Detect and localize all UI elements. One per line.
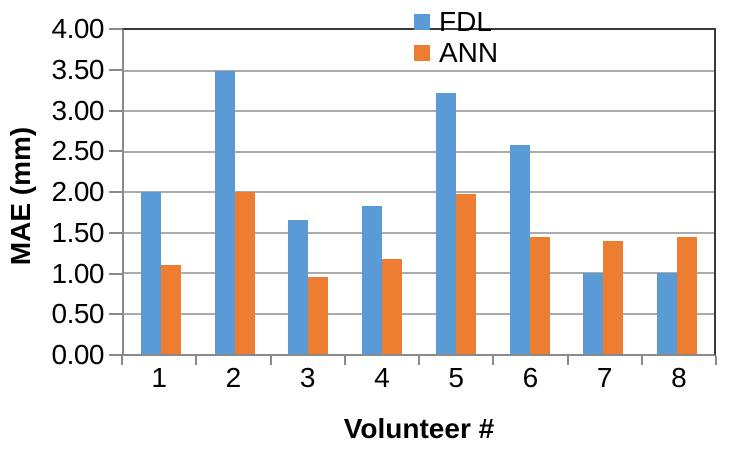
bar-ann-volunteer-7 — [603, 240, 624, 354]
category-group-8 — [640, 30, 714, 354]
legend-label-fdl: FDL — [439, 6, 492, 37]
y-tick-label-1.00: 1.00 — [51, 257, 105, 289]
bar-fdl-volunteer-6 — [509, 145, 530, 354]
gridline-0.50 — [124, 312, 714, 315]
x-tick-mark-3 — [343, 356, 346, 365]
x-tick-label-1: 1 — [151, 362, 167, 393]
x-tick-mark-1 — [195, 356, 198, 365]
y-tick-mark-1.50 — [109, 231, 122, 234]
y-tick-mark-3.00 — [109, 109, 122, 112]
x-tick-mark-5 — [492, 356, 495, 365]
category-group-2 — [198, 30, 272, 354]
x-tick-mark-7 — [640, 356, 643, 365]
y-tick-mark-4.00 — [109, 28, 122, 30]
x-tick-mark-0 — [121, 356, 123, 365]
x-tick-mark-4 — [418, 356, 420, 365]
y-tick-mark-2.00 — [109, 191, 122, 193]
bar-ann-volunteer-3 — [308, 277, 329, 354]
gridline-1.00 — [124, 272, 714, 274]
legend-swatch-fdl-icon — [414, 14, 430, 30]
gridline-1.50 — [124, 231, 714, 234]
x-tick-mark-6 — [566, 356, 569, 365]
bars-layer — [124, 30, 714, 354]
legend-swatch-ann-icon — [414, 45, 430, 61]
y-tick-label-0.50: 0.50 — [51, 298, 105, 330]
gridline-3.00 — [124, 110, 714, 112]
bar-fdl-volunteer-1 — [140, 192, 161, 354]
bar-ann-volunteer-6 — [529, 236, 550, 354]
y-tick-mark-3.50 — [109, 68, 122, 71]
legend-item-ann: ANN — [414, 38, 498, 68]
bar-fdl-volunteer-7 — [583, 273, 604, 354]
y-tick-label-3.50: 3.50 — [51, 53, 105, 85]
bar-fdl-volunteer-8 — [657, 273, 678, 354]
category-group-5 — [419, 30, 493, 354]
bar-ann-volunteer-4 — [382, 259, 403, 354]
y-tick-label-4.00: 4.00 — [51, 13, 105, 44]
x-tick-label-3: 3 — [299, 362, 316, 393]
bar-ann-volunteer-1 — [160, 264, 181, 354]
x-tick-label-4: 4 — [374, 362, 390, 393]
bar-fdl-volunteer-4 — [362, 205, 383, 354]
x-tick-label-7: 7 — [596, 362, 613, 393]
y-tick-mark-0.50 — [109, 313, 122, 316]
y-tick-mark-1.00 — [109, 272, 122, 275]
y-tick-label-2.50: 2.50 — [51, 135, 105, 167]
x-tick-label-2: 2 — [225, 362, 242, 393]
legend-label-ann: ANN — [439, 37, 499, 68]
gridline-2.50 — [124, 150, 714, 153]
bar-ann-volunteer-5 — [455, 194, 476, 354]
category-group-7 — [567, 30, 641, 354]
bar-ann-volunteer-8 — [677, 236, 698, 354]
category-group-6 — [493, 30, 567, 354]
legend: FDL ANN — [414, 7, 498, 68]
bar-fdl-volunteer-2 — [214, 70, 235, 354]
y-tick-label-3.00: 3.00 — [51, 94, 105, 126]
bar-fdl-volunteer-3 — [288, 220, 309, 354]
x-tick-label-6: 6 — [522, 362, 539, 393]
y-tick-label-0.00: 0.00 — [51, 339, 105, 370]
category-group-4 — [345, 30, 419, 354]
gridline-2.00 — [124, 191, 714, 193]
x-tick-label-5: 5 — [448, 362, 464, 393]
y-tick-mark-0.00 — [109, 354, 122, 356]
x-tick-label-8: 8 — [671, 362, 687, 393]
bar-ann-volunteer-2 — [234, 192, 255, 354]
y-tick-label-2.00: 2.00 — [51, 176, 105, 207]
category-group-3 — [272, 30, 346, 354]
x-axis-title: Volunteer # — [343, 413, 495, 444]
y-tick-mark-2.50 — [109, 150, 122, 153]
x-tick-mark-2 — [269, 356, 272, 365]
plot-area — [122, 28, 716, 356]
gridline-3.50 — [124, 69, 714, 72]
category-group-1 — [124, 30, 198, 354]
x-tick-mark-8 — [715, 356, 717, 365]
y-tick-label-1.50: 1.50 — [51, 216, 105, 248]
legend-item-fdl: FDL — [414, 7, 498, 37]
bar-fdl-volunteer-5 — [435, 93, 456, 354]
